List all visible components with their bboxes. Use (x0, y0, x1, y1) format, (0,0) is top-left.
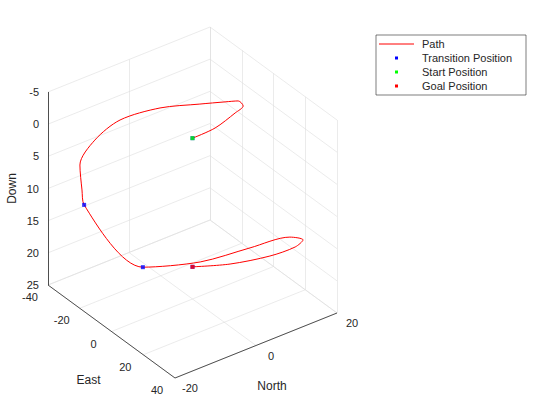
svg-text:-40: -40 (22, 291, 38, 303)
svg-text:20: 20 (119, 361, 131, 373)
svg-text:20: 20 (346, 317, 358, 329)
svg-text:10: 10 (27, 183, 39, 195)
svg-text:Start Position: Start Position (422, 66, 487, 78)
svg-text:East: East (76, 373, 101, 387)
svg-text:Goal Position: Goal Position (422, 80, 487, 92)
svg-text:40: 40 (151, 384, 163, 396)
svg-text:5: 5 (33, 150, 39, 162)
svg-text:-5: -5 (29, 86, 39, 98)
svg-text:0: 0 (33, 118, 39, 130)
svg-text:North: North (257, 379, 286, 393)
svg-text:Path: Path (422, 38, 445, 50)
svg-text:20: 20 (27, 247, 39, 259)
svg-text:Transition Position: Transition Position (422, 52, 512, 64)
svg-text:-20: -20 (182, 382, 198, 394)
svg-text:0: 0 (268, 350, 274, 362)
svg-text:-20: -20 (54, 314, 70, 326)
svg-text:Down: Down (5, 173, 19, 204)
svg-text:25: 25 (27, 279, 39, 291)
svg-text:0: 0 (90, 338, 96, 350)
svg-text:15: 15 (27, 215, 39, 227)
